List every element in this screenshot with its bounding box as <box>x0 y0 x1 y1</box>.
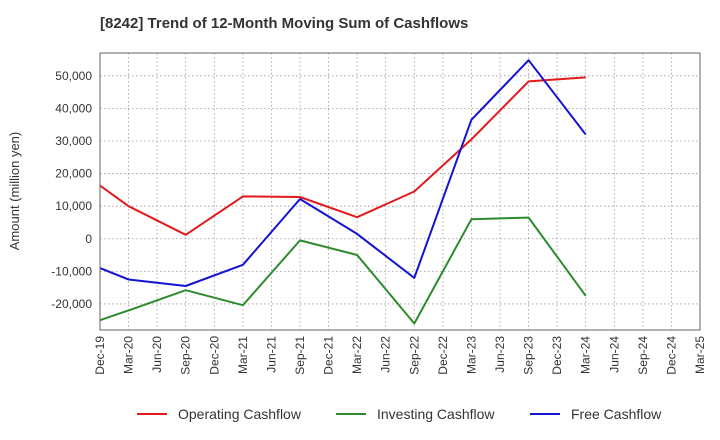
y-tick-labels: -20,000 -10,000 0 10,000 20,000 30,000 40,000 5… <box>51 69 92 311</box>
legend-label: Free Cashflow <box>571 406 662 422</box>
legend-label: Investing Cashflow <box>377 406 495 422</box>
x-tick-label: Jun-24 <box>607 336 621 373</box>
y-tick-label: 20,000 <box>55 167 92 181</box>
x-tick-label: Mar-24 <box>579 336 593 374</box>
series-lines <box>99 59 587 325</box>
x-tick-label: Sep-22 <box>407 336 421 375</box>
x-tick-label: Jun-21 <box>264 336 278 373</box>
x-tick-label: Dec-20 <box>207 336 221 375</box>
series-line <box>99 59 587 287</box>
x-tick-label: Dec-22 <box>436 336 450 375</box>
x-tick-label: Jun-22 <box>379 336 393 373</box>
y-tick-label: -20,000 <box>51 297 92 311</box>
x-tick-label: Dec-21 <box>322 336 336 375</box>
chart-title: [8242] Trend of 12-Month Moving Sum of C… <box>100 15 468 32</box>
y-tick-label: 10,000 <box>55 199 92 213</box>
grid <box>99 53 701 330</box>
series-line <box>99 76 586 236</box>
x-tick-label: Mar-20 <box>122 336 136 374</box>
x-tick-label: Sep-20 <box>179 336 193 375</box>
x-tick-label: Mar-25 <box>693 336 707 374</box>
y-tick-label: 0 <box>85 232 92 246</box>
x-tick-label: Mar-22 <box>350 336 364 374</box>
x-tick-label: Mar-23 <box>464 336 478 374</box>
y-tick-label: 50,000 <box>55 69 92 83</box>
x-tick-label: Sep-21 <box>293 336 307 375</box>
legend: Operating Cashflow Investing Cashflow Free… <box>137 406 662 422</box>
x-tick-label: Dec-19 <box>93 336 107 375</box>
y-tick-label: 30,000 <box>55 134 92 148</box>
x-tick-label: Sep-23 <box>522 336 536 375</box>
y-tick-label: 40,000 <box>55 101 92 115</box>
legend-label: Operating Cashflow <box>178 406 302 422</box>
y-axis-label: Amount (million yen) <box>7 132 22 251</box>
plot-frame <box>99 52 701 331</box>
series-line <box>99 216 587 325</box>
x-tick-label: Sep-24 <box>636 336 650 375</box>
x-tick-label: Jun-20 <box>150 336 164 373</box>
y-tick-label: -10,000 <box>51 264 92 278</box>
x-tick-labels: Dec-19 Mar-20 Jun-20 Sep-20 Dec-20 Mar-21 Jun-… <box>93 336 707 375</box>
x-tick-label: Dec-24 <box>664 336 678 375</box>
x-tick-label: Mar-21 <box>236 336 250 374</box>
x-tick-label: Dec-23 <box>550 336 564 375</box>
x-tick-label: Jun-23 <box>493 336 507 373</box>
